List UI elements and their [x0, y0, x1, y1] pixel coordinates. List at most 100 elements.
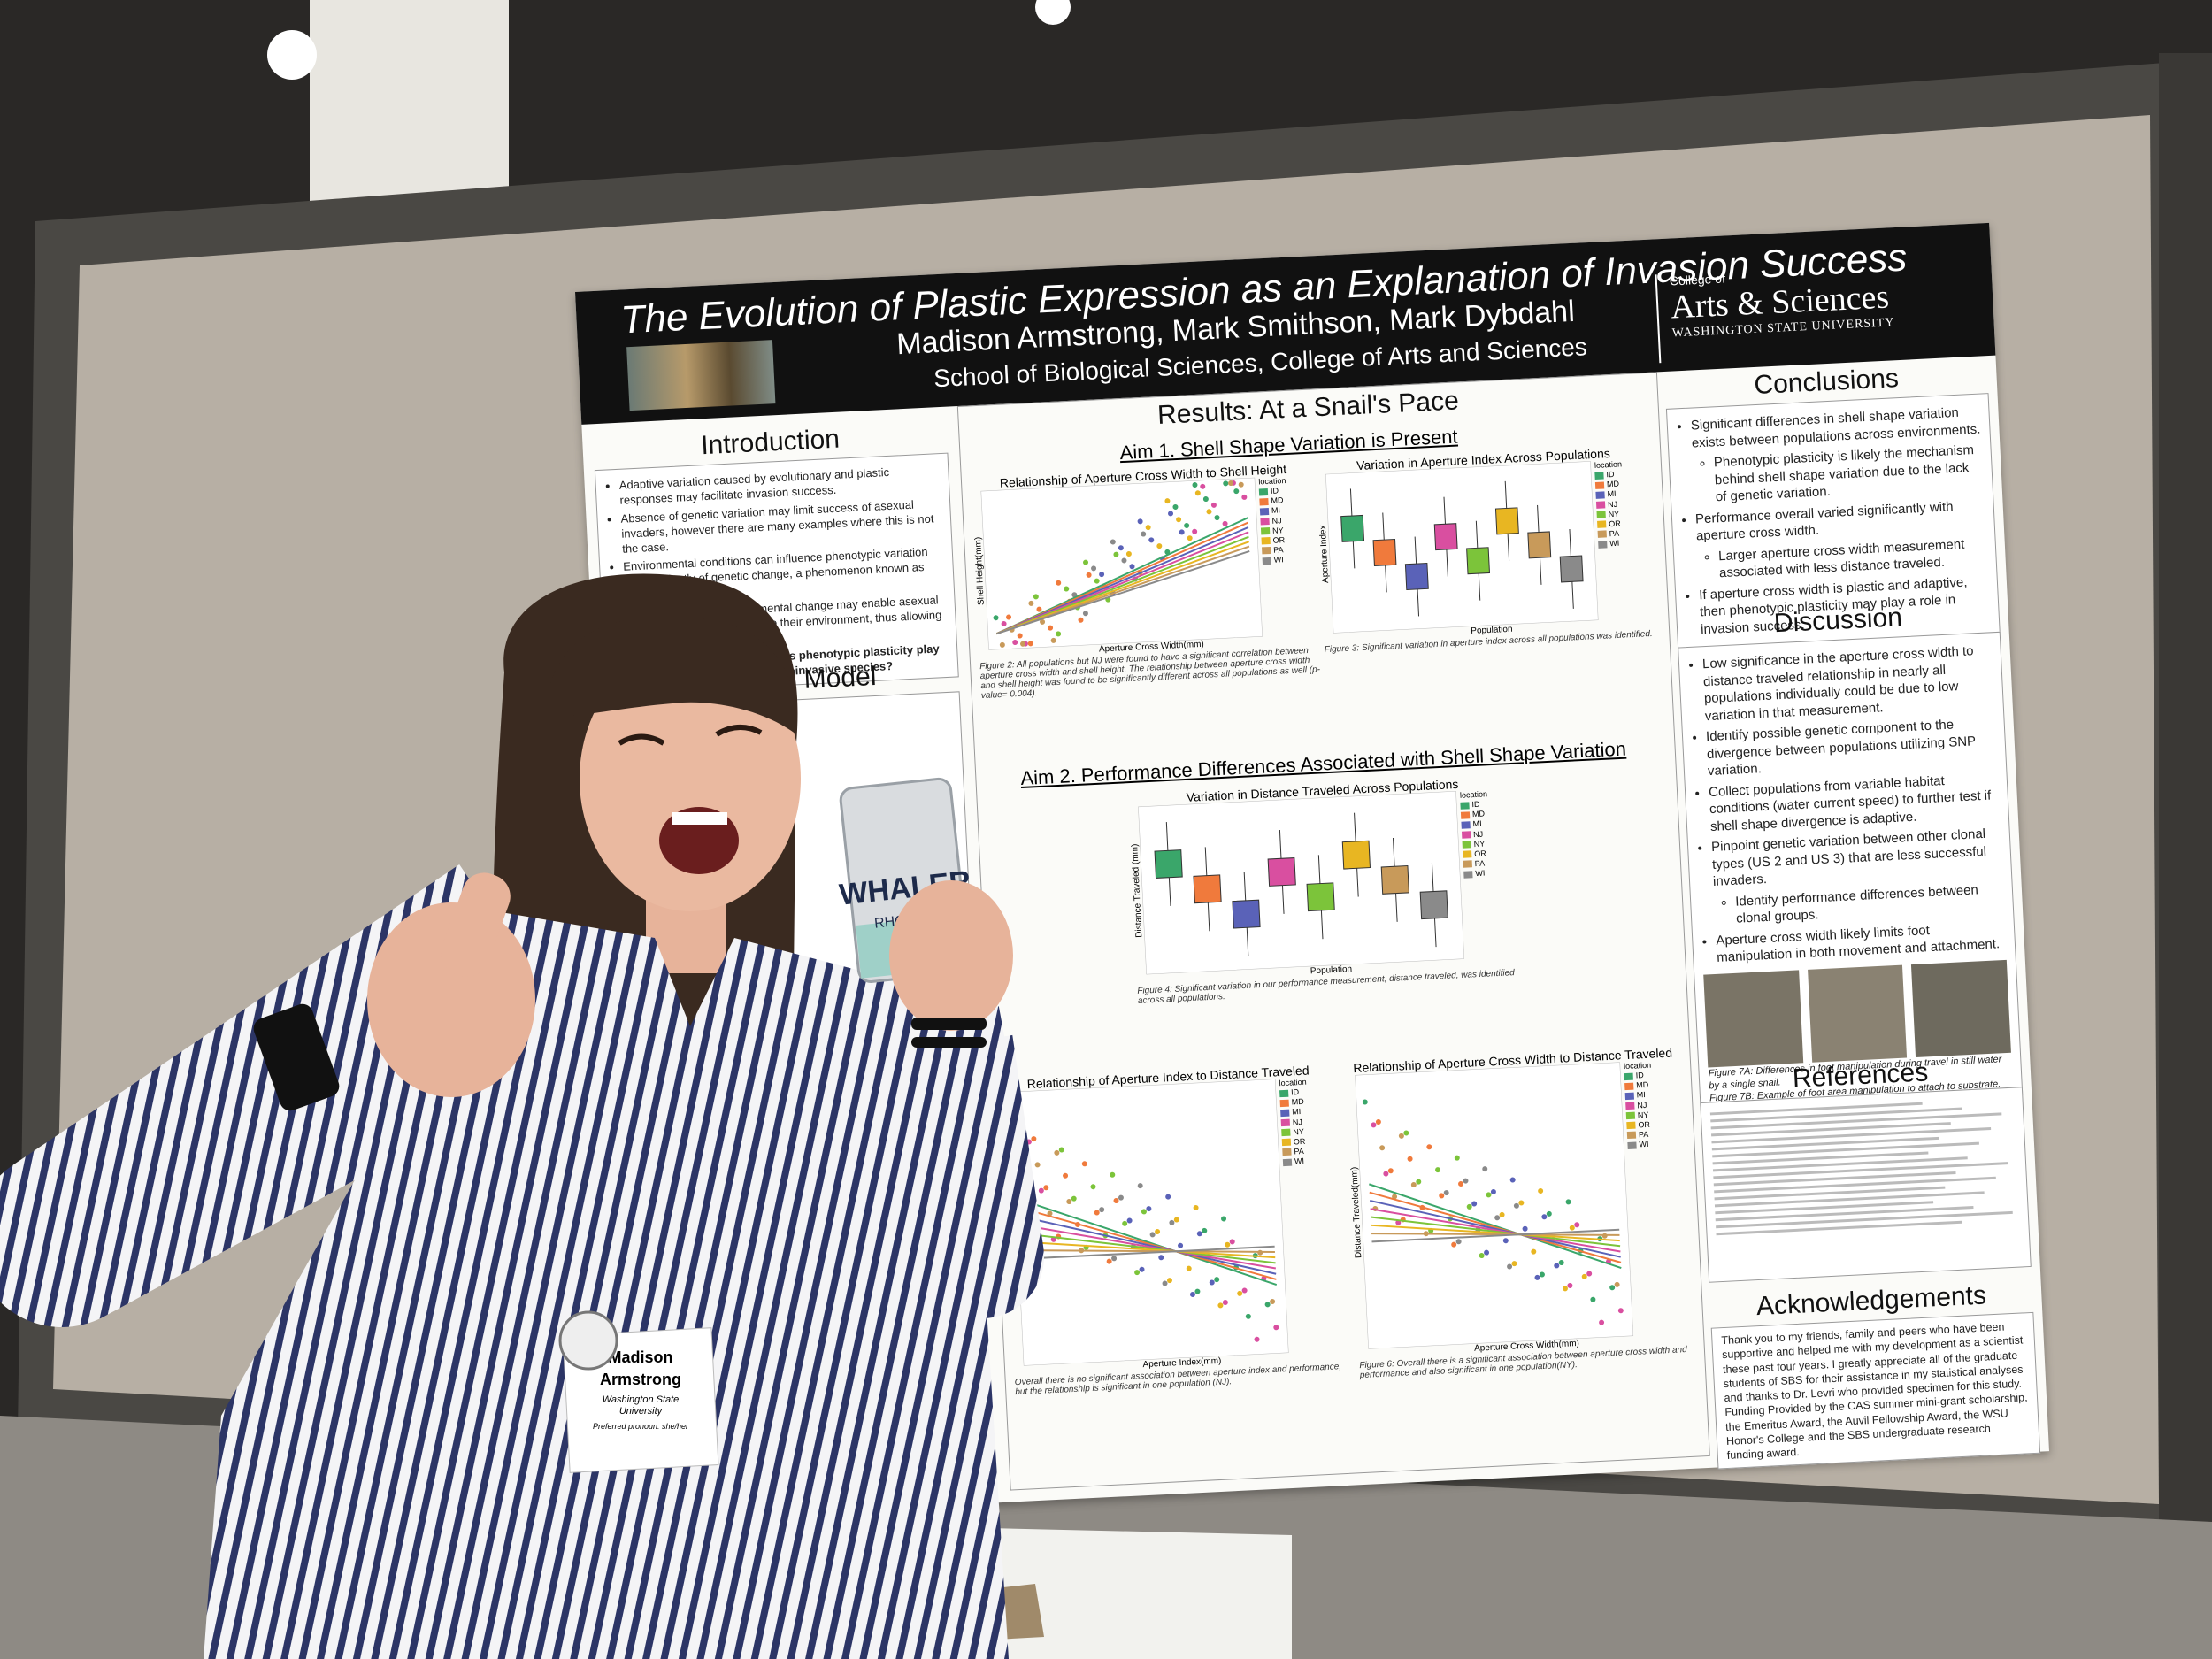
dot	[1027, 641, 1033, 647]
dot	[1194, 490, 1201, 496]
dot	[1113, 551, 1119, 557]
dot	[1099, 572, 1105, 578]
fit-line	[1026, 1240, 1276, 1259]
dot	[1149, 1232, 1156, 1238]
dot	[1416, 1179, 1422, 1185]
dot	[1586, 1271, 1593, 1277]
dot	[1071, 592, 1078, 598]
fit-line	[1370, 1199, 1621, 1258]
fit-line	[1371, 1228, 1620, 1243]
dot	[1137, 518, 1143, 525]
box	[1267, 857, 1296, 887]
figure-body: Distance Traveled (mm) location ID MD MI NJ NY…	[1128, 788, 1525, 975]
fit-line	[996, 549, 1250, 635]
box	[1340, 514, 1365, 542]
dot	[1206, 509, 1212, 515]
plot-frame	[1325, 461, 1599, 634]
dot	[1063, 1172, 1069, 1179]
dot	[1209, 1279, 1215, 1286]
dot	[1403, 1130, 1409, 1136]
dot	[1173, 1217, 1179, 1223]
dot	[1451, 1241, 1457, 1248]
dot	[1562, 1286, 1568, 1292]
dot	[1071, 1195, 1077, 1202]
box	[1232, 899, 1261, 929]
dot	[1599, 1319, 1605, 1325]
dot	[1217, 1302, 1224, 1309]
dot	[1028, 600, 1034, 606]
dot	[1054, 1149, 1060, 1156]
dot	[1241, 494, 1248, 500]
dot	[1238, 481, 1244, 488]
box	[1372, 538, 1397, 566]
dot	[1186, 1265, 1192, 1271]
box	[1380, 864, 1409, 895]
dot	[1189, 1291, 1195, 1297]
fit-line	[1370, 1208, 1621, 1253]
fit-line	[1369, 1191, 1622, 1263]
box	[1419, 890, 1448, 920]
dot	[1228, 480, 1234, 487]
dot	[1141, 1209, 1147, 1215]
dot	[1518, 1200, 1525, 1206]
figure-body: Shell Height(mm) location ID MD MI NJ NY OR PA WI	[972, 474, 1324, 650]
dot	[1110, 1171, 1116, 1178]
dot	[1066, 1199, 1072, 1205]
dot	[1609, 1285, 1616, 1291]
dot	[1223, 480, 1229, 487]
dot	[1048, 625, 1054, 631]
dot	[1078, 617, 1084, 623]
dot	[1113, 1198, 1119, 1204]
dot	[1090, 1184, 1096, 1190]
figure-body: Distance Traveled(mm) location ID MD MI NJ NY O…	[1345, 1059, 1694, 1349]
light	[267, 30, 317, 80]
dot	[1229, 1239, 1235, 1245]
dot	[1006, 614, 1012, 620]
hand	[367, 902, 535, 1097]
box	[1559, 555, 1584, 583]
dot	[1486, 1192, 1492, 1198]
dot	[1407, 1156, 1413, 1162]
plot	[1325, 461, 1599, 634]
figure: Variation in Aperture Index Across Popul…	[1315, 444, 1660, 655]
dot	[1490, 1189, 1496, 1195]
pillar	[310, 0, 509, 204]
dot	[1012, 639, 1018, 645]
hand	[889, 880, 1013, 1031]
dot	[1178, 1242, 1184, 1248]
badge-school: Washington State	[603, 1394, 680, 1405]
dot	[1169, 1219, 1175, 1225]
bracelet	[911, 1037, 987, 1048]
dot	[1538, 1187, 1544, 1194]
dot	[1134, 1270, 1141, 1276]
dot	[1200, 483, 1206, 489]
dot	[1371, 1122, 1377, 1128]
dot	[1031, 1136, 1037, 1142]
dot	[1129, 564, 1135, 570]
dot	[1192, 528, 1198, 534]
dot	[1614, 1281, 1620, 1287]
dot	[1233, 488, 1240, 495]
dot	[1137, 1183, 1143, 1189]
dot	[1162, 1280, 1168, 1286]
dot	[1222, 1300, 1228, 1306]
dot	[1270, 1298, 1276, 1304]
dot	[1056, 631, 1062, 637]
dot	[1121, 557, 1127, 564]
dot	[1158, 1255, 1164, 1261]
dot	[1086, 572, 1092, 578]
box	[1466, 547, 1491, 575]
box	[1341, 840, 1371, 870]
dot	[1225, 1241, 1231, 1248]
dot	[1574, 1222, 1580, 1228]
face	[580, 646, 801, 911]
dot	[1502, 1238, 1509, 1244]
figure-body: Aperture Index location ID MD MI NJ NY OR PA WI	[1316, 458, 1659, 634]
dot	[1565, 1199, 1571, 1205]
dot	[1094, 578, 1100, 584]
dot	[1479, 1253, 1485, 1259]
dot	[1273, 1325, 1279, 1331]
dot	[1064, 586, 1070, 592]
